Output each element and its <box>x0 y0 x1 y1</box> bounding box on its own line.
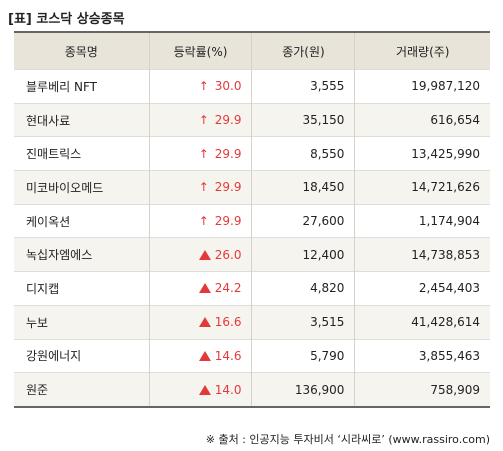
up-triangle-icon <box>198 384 211 395</box>
close-price: 4,820 <box>251 271 355 306</box>
change-rate-cell: ↑ 29.9 <box>148 136 252 171</box>
change-rate-cell: ↑ 29.9 <box>148 170 252 205</box>
change-rate: 29.9 <box>214 113 242 128</box>
stock-name: 강원에너지 <box>14 338 150 373</box>
trade-volume: 14,721,626 <box>354 170 490 205</box>
table: 종목명 등락률(%) 종가(원) 거래량(주) 블루베리 NFT ↑ 30.0 3,5… <box>14 33 490 406</box>
close-price: 3,555 <box>251 69 355 104</box>
change-rate-cell: 14.6 <box>148 338 252 373</box>
up-triangle-icon <box>198 283 211 294</box>
close-price: 136,900 <box>251 372 355 406</box>
table-row: 강원에너지 14.6 5,790 3,855,463 <box>14 338 490 373</box>
stock-name: 진매트릭스 <box>14 136 150 171</box>
close-price: 35,150 <box>251 102 355 137</box>
change-rate: 26.0 <box>214 247 242 262</box>
page-title: [표] 코스닥 상승종목 <box>8 12 125 27</box>
stock-name: 원준 <box>14 372 150 406</box>
header-rate: 등락률(%) <box>148 33 252 70</box>
trade-volume: 758,909 <box>354 372 490 406</box>
stock-name: 녹십자엠에스 <box>14 237 150 272</box>
change-rate: 24.2 <box>214 281 242 296</box>
stock-name: 디지캡 <box>14 271 150 306</box>
source-note: ※ 출처 : 인공지능 투자비서 ‘시라씨로’ (www.rassiro.com… <box>205 433 490 446</box>
table-body: 블루베리 NFT ↑ 30.0 3,555 19,987,120 현대사료 ↑ 29.9 35,… <box>14 69 490 406</box>
trade-volume: 1,174,904 <box>354 203 490 238</box>
header-volume: 거래량(주) <box>354 33 490 70</box>
change-rate-cell: 14.0 <box>148 372 252 406</box>
change-rate: 29.9 <box>214 180 242 195</box>
up-arrow-icon: ↑ <box>198 214 209 229</box>
close-price: 8,550 <box>251 136 355 171</box>
table-row: 블루베리 NFT ↑ 30.0 3,555 19,987,120 <box>14 69 490 104</box>
change-rate-cell: 24.2 <box>148 271 252 306</box>
table-row: 누보 16.6 3,515 41,428,614 <box>14 304 490 339</box>
stock-name: 케이옥션 <box>14 203 150 238</box>
change-rate: 30.0 <box>214 79 242 94</box>
table-row: 디지캡 24.2 4,820 2,454,403 <box>14 271 490 306</box>
up-arrow-icon: ↑ <box>198 113 209 128</box>
up-arrow-icon: ↑ <box>198 180 209 195</box>
table-row: 미코바이오메드 ↑ 29.9 18,450 14,721,626 <box>14 170 490 205</box>
change-rate-cell: 26.0 <box>148 237 252 272</box>
trade-volume: 41,428,614 <box>354 304 490 339</box>
stock-name: 누보 <box>14 304 150 339</box>
trade-volume: 616,654 <box>354 102 490 137</box>
trade-volume: 13,425,990 <box>354 136 490 171</box>
table-row: 현대사료 ↑ 29.9 35,150 616,654 <box>14 102 490 137</box>
stock-name: 현대사료 <box>14 102 150 137</box>
stock-name: 블루베리 NFT <box>14 69 150 104</box>
header-row: 종목명 등락률(%) 종가(원) 거래량(주) <box>14 33 490 70</box>
table-header: 종목명 등락률(%) 종가(원) 거래량(주) <box>14 33 490 70</box>
up-triangle-icon <box>198 249 211 260</box>
change-rate-cell: ↑ 30.0 <box>148 69 252 104</box>
close-price: 12,400 <box>251 237 355 272</box>
up-arrow-icon: ↑ <box>198 146 209 161</box>
change-rate-cell: ↑ 29.9 <box>148 102 252 137</box>
change-rate: 16.6 <box>214 315 242 330</box>
stock-name: 미코바이오메드 <box>14 170 150 205</box>
table-row: 진매트릭스 ↑ 29.9 8,550 13,425,990 <box>14 136 490 171</box>
close-price: 27,600 <box>251 203 355 238</box>
change-rate: 14.0 <box>214 382 242 397</box>
change-rate: 29.9 <box>214 214 242 229</box>
change-rate: 29.9 <box>214 146 242 161</box>
change-rate-cell: 16.6 <box>148 304 252 339</box>
change-rate-cell: ↑ 29.9 <box>148 203 252 238</box>
up-arrow-icon: ↑ <box>198 79 209 94</box>
up-triangle-icon <box>198 350 211 361</box>
table-row: 녹십자엠에스 26.0 12,400 14,738,853 <box>14 237 490 272</box>
change-rate: 14.6 <box>214 348 242 363</box>
trade-volume: 14,738,853 <box>354 237 490 272</box>
trade-volume: 2,454,403 <box>354 271 490 306</box>
table-row: 원준 14.0 136,900 758,909 <box>14 372 490 406</box>
trade-volume: 19,987,120 <box>354 69 490 104</box>
header-price: 종가(원) <box>251 33 355 70</box>
header-name: 종목명 <box>14 33 150 70</box>
close-price: 3,515 <box>251 304 355 339</box>
stock-table: 종목명 등락률(%) 종가(원) 거래량(주) 블루베리 NFT ↑ 30.0 3,5… <box>14 31 490 408</box>
up-triangle-icon <box>198 317 211 328</box>
close-price: 5,790 <box>251 338 355 373</box>
close-price: 18,450 <box>251 170 355 205</box>
trade-volume: 3,855,463 <box>354 338 490 373</box>
table-row: 케이옥션 ↑ 29.9 27,600 1,174,904 <box>14 203 490 238</box>
